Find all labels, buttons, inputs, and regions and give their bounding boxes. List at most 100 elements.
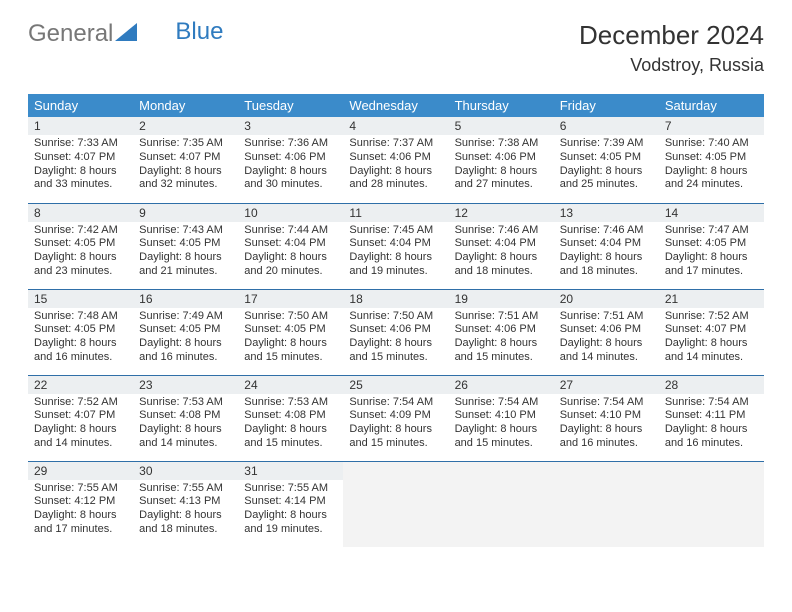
sunset-line: Sunset: 4:13 PM xyxy=(139,495,232,509)
sunset-line: Sunset: 4:06 PM xyxy=(455,151,548,165)
daylight-line: Daylight: 8 hours and 15 minutes. xyxy=(455,337,548,365)
daylight-line: Daylight: 8 hours and 14 minutes. xyxy=(139,423,232,451)
logo: General Blue xyxy=(28,20,223,48)
sunrise-line: Sunrise: 7:54 AM xyxy=(455,396,548,410)
calendar-cell: 24Sunrise: 7:53 AMSunset: 4:08 PMDayligh… xyxy=(238,375,343,461)
sunset-line: Sunset: 4:05 PM xyxy=(34,237,127,251)
title-block: December 2024 Vodstroy, Russia xyxy=(579,20,764,76)
day-number: 22 xyxy=(28,376,133,394)
day-number: 30 xyxy=(133,462,238,480)
sunrise-line: Sunrise: 7:46 AM xyxy=(560,224,653,238)
sunrise-line: Sunrise: 7:52 AM xyxy=(34,396,127,410)
sunrise-line: Sunrise: 7:35 AM xyxy=(139,137,232,151)
sunrise-line: Sunrise: 7:55 AM xyxy=(139,482,232,496)
daylight-line: Daylight: 8 hours and 16 minutes. xyxy=(139,337,232,365)
day-number: 13 xyxy=(554,204,659,222)
calendar-cell: 11Sunrise: 7:45 AMSunset: 4:04 PMDayligh… xyxy=(343,203,448,289)
sunset-line: Sunset: 4:10 PM xyxy=(455,409,548,423)
calendar-cell xyxy=(554,461,659,547)
calendar-table: SundayMondayTuesdayWednesdayThursdayFrid… xyxy=(28,94,764,547)
day-number: 4 xyxy=(343,117,448,135)
sunset-line: Sunset: 4:05 PM xyxy=(139,237,232,251)
day-number: 15 xyxy=(28,290,133,308)
daylight-line: Daylight: 8 hours and 17 minutes. xyxy=(34,509,127,537)
calendar-cell: 30 Sunrise: 7:55 AMSunset: 4:13 PMDayligh… xyxy=(133,461,238,547)
day-number: 27 xyxy=(554,376,659,394)
sunrise-line: Sunrise: 7:53 AM xyxy=(244,396,337,410)
day-details: Sunrise: 7:53 AMSunset: 4:08 PMDaylight:… xyxy=(133,394,238,455)
daylight-line: Daylight: 8 hours and 18 minutes. xyxy=(455,251,548,279)
day-number: 28 xyxy=(659,376,764,394)
location-title: Vodstroy, Russia xyxy=(579,55,764,76)
day-number: 2 xyxy=(133,117,238,135)
sunset-line: Sunset: 4:07 PM xyxy=(665,323,758,337)
calendar-cell: 22Sunrise: 7:52 AMSunset: 4:07 PMDayligh… xyxy=(28,375,133,461)
day-number: 10 xyxy=(238,204,343,222)
calendar-cell: 2Sunrise: 7:35 AMSunset: 4:07 PMDaylight… xyxy=(133,117,238,203)
daylight-line: Daylight: 8 hours and 25 minutes. xyxy=(560,165,653,193)
calendar-cell: 12Sunrise: 7:46 AMSunset: 4:04 PMDayligh… xyxy=(449,203,554,289)
day-number: 6 xyxy=(554,117,659,135)
calendar-cell: 21Sunrise: 7:52 AMSunset: 4:07 PMDayligh… xyxy=(659,289,764,375)
day-details: Sunrise: 7:43 AMSunset: 4:05 PMDaylight:… xyxy=(133,222,238,283)
sunrise-line: Sunrise: 7:39 AM xyxy=(560,137,653,151)
sunset-line: Sunset: 4:11 PM xyxy=(665,409,758,423)
sunrise-line: Sunrise: 7:45 AM xyxy=(349,224,442,238)
sunrise-line: Sunrise: 7:37 AM xyxy=(349,137,442,151)
sunrise-line: Sunrise: 7:46 AM xyxy=(455,224,548,238)
calendar-cell: 5Sunrise: 7:38 AMSunset: 4:06 PMDaylight… xyxy=(449,117,554,203)
day-number: 18 xyxy=(343,290,448,308)
daylight-line: Daylight: 8 hours and 18 minutes. xyxy=(139,509,232,537)
calendar-cell: 16Sunrise: 7:49 AMSunset: 4:05 PMDayligh… xyxy=(133,289,238,375)
calendar-cell: 7Sunrise: 7:40 AMSunset: 4:05 PMDaylight… xyxy=(659,117,764,203)
sunrise-line: Sunrise: 7:52 AM xyxy=(665,310,758,324)
day-details: Sunrise: 7:53 AMSunset: 4:08 PMDaylight:… xyxy=(238,394,343,455)
weekday-header: Saturday xyxy=(659,94,764,117)
day-number: 8 xyxy=(28,204,133,222)
sunset-line: Sunset: 4:05 PM xyxy=(665,151,758,165)
sunrise-line: Sunrise: 7:40 AM xyxy=(665,137,758,151)
sunrise-line: Sunrise: 7:47 AM xyxy=(665,224,758,238)
weekday-header: Friday xyxy=(554,94,659,117)
day-details: Sunrise: 7:46 AMSunset: 4:04 PMDaylight:… xyxy=(449,222,554,283)
calendar-body: 1Sunrise: 7:33 AMSunset: 4:07 PMDaylight… xyxy=(28,117,764,547)
calendar-cell xyxy=(659,461,764,547)
day-details: Sunrise: 7:47 AMSunset: 4:05 PMDaylight:… xyxy=(659,222,764,283)
daylight-line: Daylight: 8 hours and 21 minutes. xyxy=(139,251,232,279)
day-details: Sunrise: 7:55 AMSunset: 4:12 PMDaylight:… xyxy=(28,480,133,541)
sunset-line: Sunset: 4:07 PM xyxy=(34,409,127,423)
day-details: Sunrise: 7:50 AMSunset: 4:06 PMDaylight:… xyxy=(343,308,448,369)
daylight-line: Daylight: 8 hours and 27 minutes. xyxy=(455,165,548,193)
day-number: 23 xyxy=(133,376,238,394)
daylight-line: Daylight: 8 hours and 30 minutes. xyxy=(244,165,337,193)
calendar-cell: 25Sunrise: 7:54 AMSunset: 4:09 PMDayligh… xyxy=(343,375,448,461)
sunset-line: Sunset: 4:06 PM xyxy=(244,151,337,165)
sunset-line: Sunset: 4:08 PM xyxy=(139,409,232,423)
calendar-row: 8Sunrise: 7:42 AMSunset: 4:05 PMDaylight… xyxy=(28,203,764,289)
calendar-cell xyxy=(449,461,554,547)
sunset-line: Sunset: 4:07 PM xyxy=(34,151,127,165)
calendar-cell: 27Sunrise: 7:54 AMSunset: 4:10 PMDayligh… xyxy=(554,375,659,461)
calendar-cell: 4Sunrise: 7:37 AMSunset: 4:06 PMDaylight… xyxy=(343,117,448,203)
sunrise-line: Sunrise: 7:33 AM xyxy=(34,137,127,151)
sunrise-line: Sunrise: 7:55 AM xyxy=(244,482,337,496)
calendar-cell: 10Sunrise: 7:44 AMSunset: 4:04 PMDayligh… xyxy=(238,203,343,289)
day-details: Sunrise: 7:46 AMSunset: 4:04 PMDaylight:… xyxy=(554,222,659,283)
calendar-cell: 26Sunrise: 7:54 AMSunset: 4:10 PMDayligh… xyxy=(449,375,554,461)
sunset-line: Sunset: 4:07 PM xyxy=(139,151,232,165)
logo-text-general: General xyxy=(28,20,113,48)
day-number: 12 xyxy=(449,204,554,222)
month-title: December 2024 xyxy=(579,20,764,51)
calendar-cell: 19Sunrise: 7:51 AMSunset: 4:06 PMDayligh… xyxy=(449,289,554,375)
daylight-line: Daylight: 8 hours and 16 minutes. xyxy=(560,423,653,451)
calendar-cell: 15Sunrise: 7:48 AMSunset: 4:05 PMDayligh… xyxy=(28,289,133,375)
daylight-line: Daylight: 8 hours and 15 minutes. xyxy=(244,423,337,451)
day-number: 9 xyxy=(133,204,238,222)
daylight-line: Daylight: 8 hours and 33 minutes. xyxy=(34,165,127,193)
daylight-line: Daylight: 8 hours and 14 minutes. xyxy=(665,337,758,365)
sunrise-line: Sunrise: 7:50 AM xyxy=(349,310,442,324)
daylight-line: Daylight: 8 hours and 16 minutes. xyxy=(34,337,127,365)
sunset-line: Sunset: 4:04 PM xyxy=(560,237,653,251)
sunrise-line: Sunrise: 7:42 AM xyxy=(34,224,127,238)
day-details: Sunrise: 7:54 AMSunset: 4:09 PMDaylight:… xyxy=(343,394,448,455)
